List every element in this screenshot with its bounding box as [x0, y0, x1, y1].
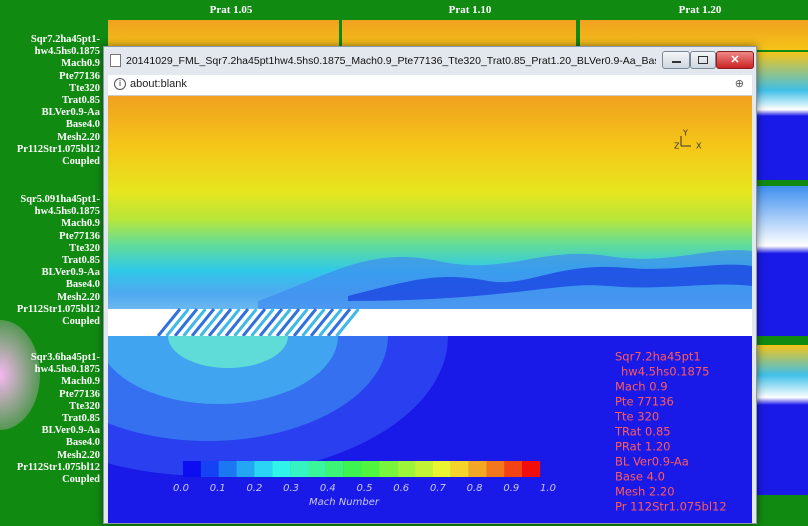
- close-button[interactable]: ✕: [716, 51, 754, 69]
- colorbar-tick: 0.8: [467, 483, 483, 494]
- colorbar-cell: [308, 461, 326, 477]
- row-label: Mach0.9: [61, 376, 100, 388]
- row-label: hw4.5hs0.1875: [35, 46, 100, 58]
- row-label: Sqr7.2ha45pt1-: [31, 34, 100, 46]
- overlay-line: hw4.5hs0.1875: [621, 365, 710, 379]
- window-title: 20141029_FML_Sqr7.2ha45pt1hw4.5hs0.1875_…: [126, 55, 656, 67]
- zoom-icon[interactable]: ⊕: [735, 77, 744, 90]
- axis-label: X: [696, 142, 702, 151]
- maximize-button[interactable]: [690, 51, 716, 69]
- row-label: Trat0.85: [62, 255, 100, 267]
- colorbar-cell: [451, 461, 469, 477]
- colorbar-cell: [469, 461, 487, 477]
- colorbar-cell: [237, 461, 255, 477]
- row-label: BLVer0.9-Aa: [42, 425, 100, 437]
- colorbar-tick: 0.4: [320, 483, 336, 494]
- minimize-button[interactable]: [662, 51, 690, 69]
- row-label: Pr112Str1.075bl12: [17, 462, 100, 474]
- row-label: Pte77136: [59, 231, 100, 243]
- row-label: Tte320: [69, 243, 100, 255]
- colorbar-tick: 0.1: [210, 483, 226, 494]
- colorbar-tick: 0.9: [503, 483, 519, 494]
- row-label: Mesh2.20: [57, 132, 100, 144]
- colorbar-cell: [415, 461, 433, 477]
- colorbar-cell: [397, 461, 415, 477]
- row-label: Trat0.85: [62, 413, 100, 425]
- address-bar[interactable]: i about:blank ⊕: [108, 75, 752, 96]
- colorbar-tick: 0.2: [246, 483, 262, 494]
- row-label: BLVer0.9-Aa: [42, 267, 100, 279]
- overlay-line: Pte 77136: [615, 395, 674, 409]
- screen: Prat 1.05 Prat 1.10 Prat 1.20 Sqr7.2ha45pt…: [0, 0, 808, 526]
- cfd-image: 0.0 0.1 0.2 0.3 0.4 0.5 0.6 0.7 0.8 0.9 1.0 Mach Nu…: [108, 96, 752, 523]
- column-header: Prat 1.10: [449, 4, 492, 16]
- overlay-line: Mesh 2.20: [615, 485, 675, 499]
- colorbar-cell: [522, 461, 540, 477]
- overlay-line: PRat 1.20: [615, 440, 671, 454]
- colorbar-tick: 0.0: [173, 483, 189, 494]
- address-text[interactable]: about:blank: [130, 78, 187, 90]
- overlay-line: Mach 0.9: [615, 380, 668, 394]
- row-label: Mesh2.20: [57, 292, 100, 304]
- row-label: Pte77136: [59, 389, 100, 401]
- overlay-line: TRat 0.85: [614, 425, 671, 439]
- colorbar-cell: [362, 461, 380, 477]
- colorbar-cell: [272, 461, 290, 477]
- colorbar-tick: 1.0: [540, 483, 556, 494]
- row-label: Coupled: [62, 316, 100, 328]
- row-label: Pr112Str1.075bl12: [17, 144, 100, 156]
- info-icon[interactable]: i: [114, 78, 126, 90]
- row-label: Tte320: [69, 401, 100, 413]
- row-label: hw4.5hs0.1875: [35, 364, 100, 376]
- row-label: Base4.0: [66, 437, 100, 449]
- colorbar-tick: 0.3: [283, 483, 299, 494]
- colorbar-cell: [504, 461, 522, 477]
- colorbar-tick: 0.6: [393, 483, 409, 494]
- row-label: Coupled: [62, 474, 100, 486]
- popup-window: 20141029_FML_Sqr7.2ha45pt1hw4.5hs0.1875_…: [103, 46, 757, 524]
- thumbnail[interactable]: [757, 52, 808, 180]
- row-label: hw4.5hs0.1875: [35, 206, 100, 218]
- colorbar-cell: [183, 461, 201, 477]
- colorbar-cell: [486, 461, 504, 477]
- row-label: Sqr3.6ha45pt1-: [31, 352, 100, 364]
- page-icon: [110, 54, 121, 67]
- colorbar-cell: [219, 461, 237, 477]
- overlay-line: Tte 320: [614, 410, 659, 424]
- row-label: Coupled: [62, 156, 100, 168]
- colorbar-cell: [290, 461, 308, 477]
- colorbar-tick: 0.5: [357, 483, 373, 494]
- row-label: Mach0.9: [61, 218, 100, 230]
- row-label: Pte77136: [59, 71, 100, 83]
- axis-label: Z: [674, 142, 680, 151]
- overlay-line: Sqr7.2ha45pt1: [615, 350, 701, 364]
- column-header: Prat 1.20: [679, 4, 722, 16]
- overlay-line: BL Ver0.9-Aa: [615, 455, 689, 469]
- thumbnail[interactable]: [757, 186, 808, 336]
- thumbnail[interactable]: [757, 345, 808, 495]
- colorbar-label: Mach Number: [309, 497, 380, 508]
- row-label: BLVer0.9-Aa: [42, 107, 100, 119]
- row-label: Pr112Str1.075bl12: [17, 304, 100, 316]
- axis-label: Y: [682, 129, 688, 138]
- row-label: Sqr5.091ha45pt1-: [20, 194, 100, 206]
- row-label: Base4.0: [66, 279, 100, 291]
- row-label: Tte320: [69, 83, 100, 95]
- colorbar-cell: [433, 461, 451, 477]
- colorbar-tick: 0.7: [430, 483, 447, 494]
- colorbar-cell: [326, 461, 344, 477]
- row-label: Trat0.85: [62, 95, 100, 107]
- column-header: Prat 1.05: [210, 4, 253, 16]
- overlay-line: Base 4.0: [615, 470, 665, 484]
- row-label: Base4.0: [66, 119, 100, 131]
- colorbar-cell: [254, 461, 272, 477]
- row-label: Mesh2.20: [57, 450, 100, 462]
- colorbar-cell: [379, 461, 397, 477]
- colorbar-cell: [201, 461, 219, 477]
- row-label: Mach0.9: [61, 58, 100, 70]
- colorbar-cell: [344, 461, 362, 477]
- overlay-line: Pr 112Str1.075bl12: [615, 500, 727, 514]
